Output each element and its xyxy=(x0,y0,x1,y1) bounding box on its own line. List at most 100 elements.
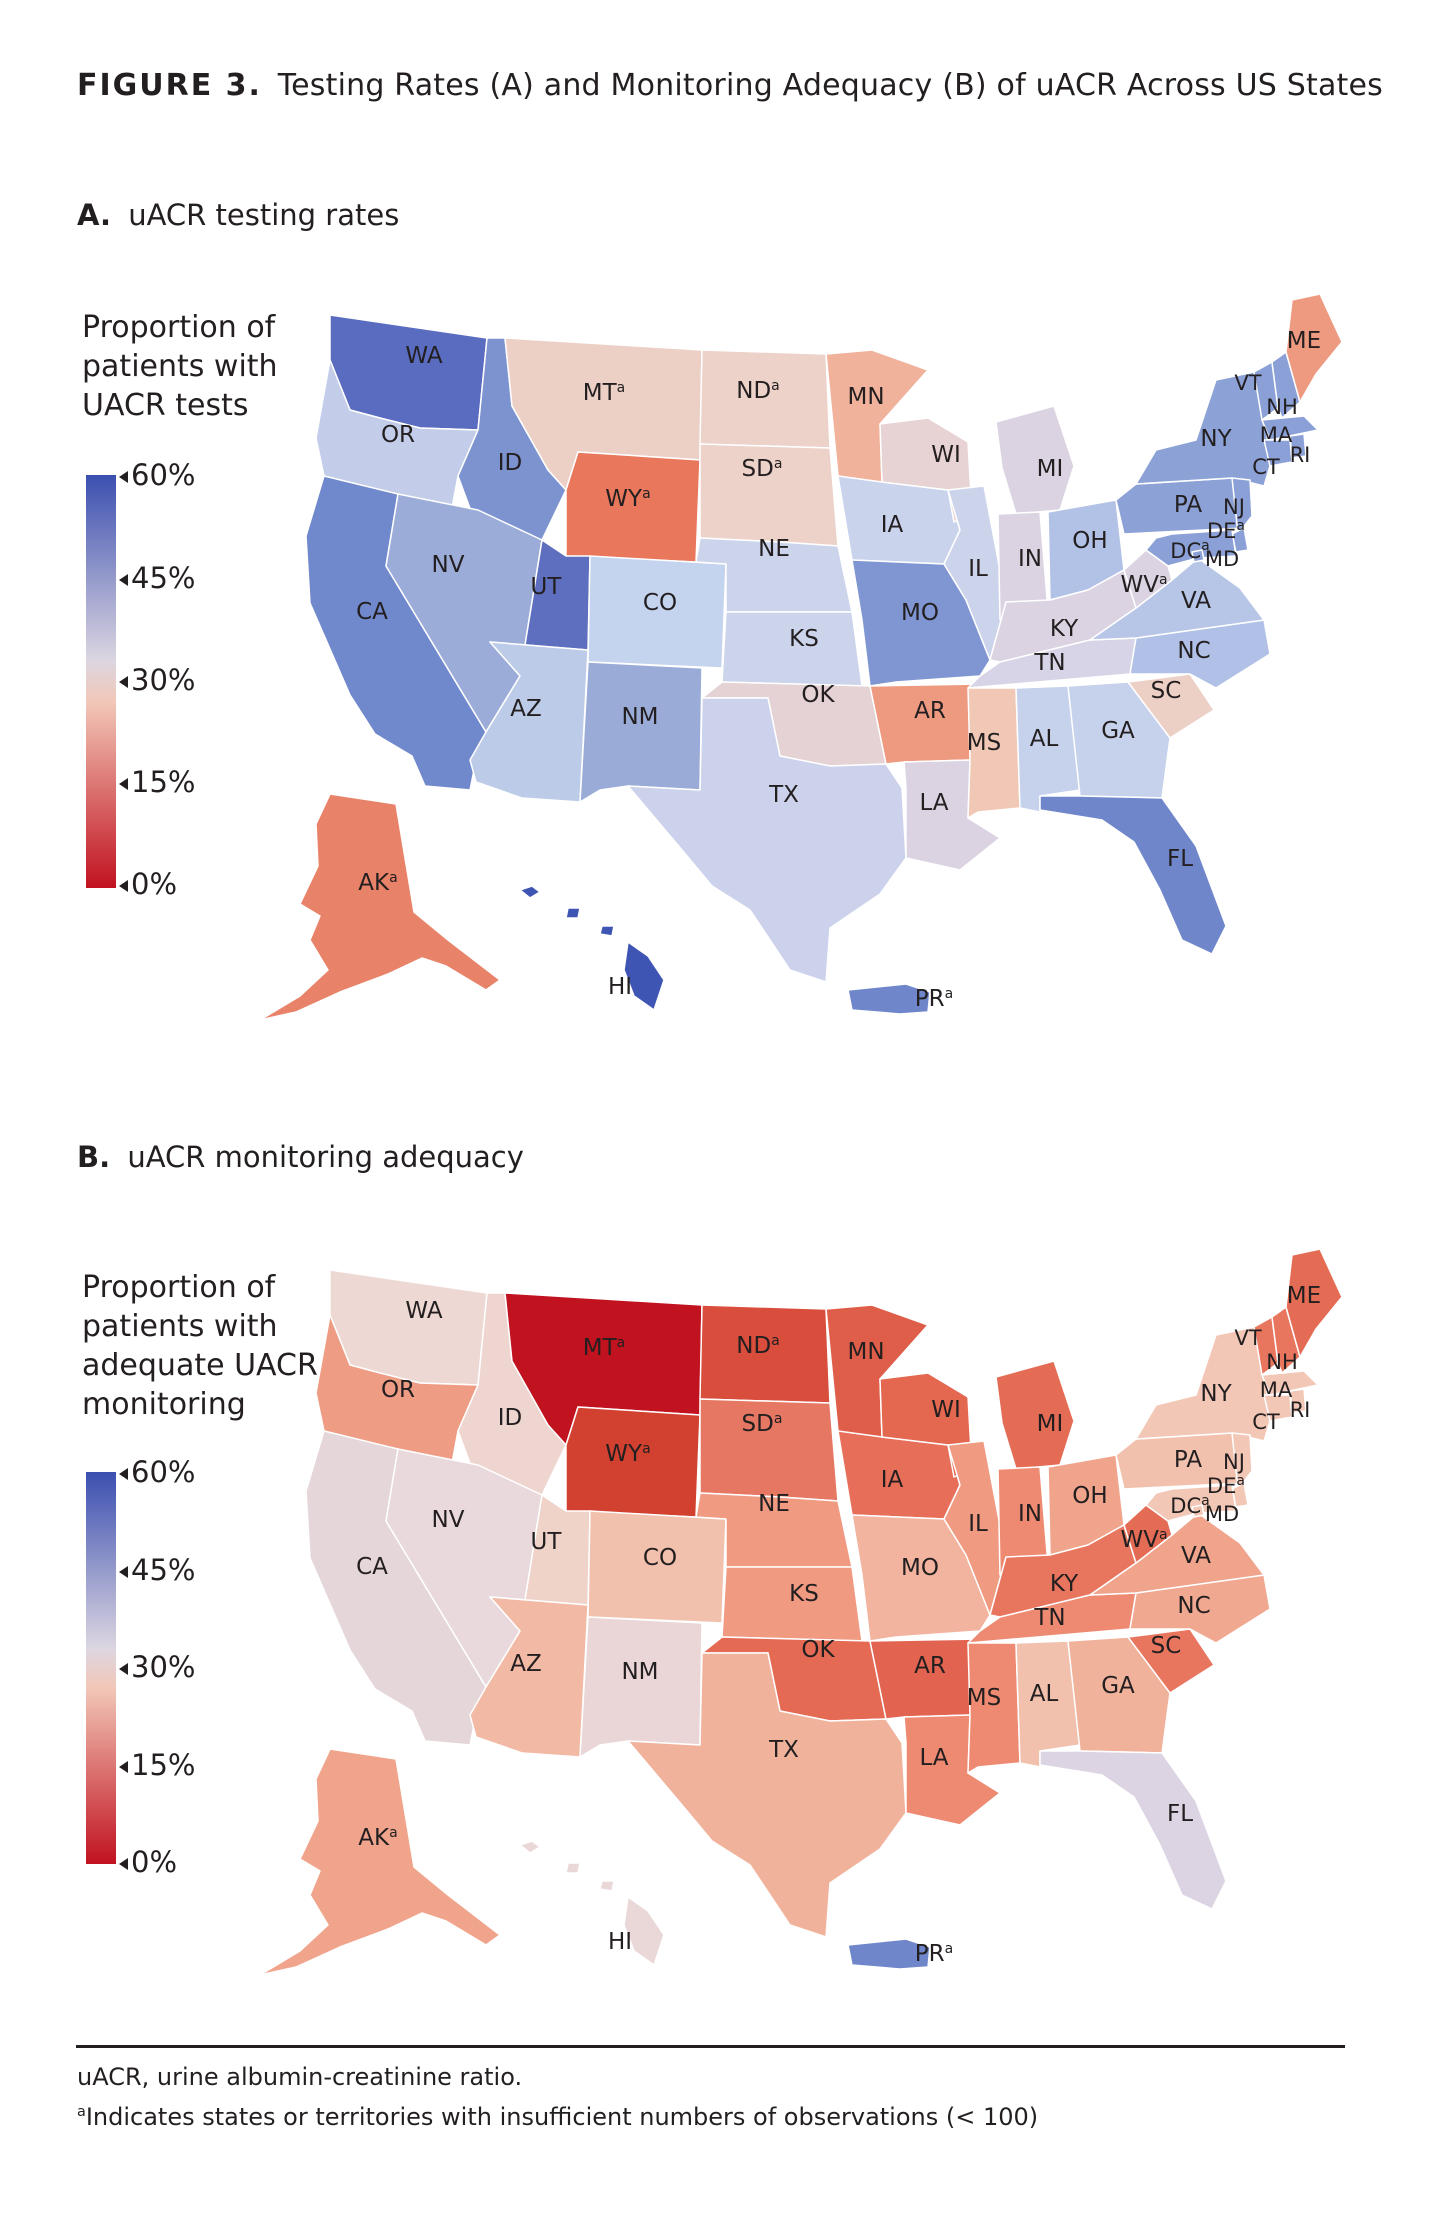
state-label-ma: MA xyxy=(1260,423,1293,447)
legend-a-tick: 45% xyxy=(119,563,195,593)
state-label-pr: PRa xyxy=(915,986,953,1012)
state-label-ut: UT xyxy=(531,574,563,600)
state-label-nv: NV xyxy=(432,552,465,578)
state-label-nc: NC xyxy=(1177,638,1210,664)
state-label-ne: NE xyxy=(758,536,790,562)
state-label-vt: VT xyxy=(1234,1326,1261,1350)
state-label-md: MD xyxy=(1205,1502,1239,1526)
state-region-nm xyxy=(579,1616,703,1758)
state-region-fl xyxy=(1039,795,1227,955)
legend-b-line: monitoring xyxy=(82,1387,246,1422)
state-label-hi: HI xyxy=(608,1929,632,1955)
state-label-fl: FL xyxy=(1167,1801,1193,1827)
state-region-dc xyxy=(1191,549,1205,563)
state-label-nc: NC xyxy=(1177,1593,1210,1619)
state-label-tn: TN xyxy=(1033,1605,1065,1631)
legend-a-line: patients with xyxy=(82,349,278,384)
footnote-abbreviation: uACR, urine albumin-creatinine ratio. xyxy=(77,2063,523,2091)
state-label-co: CO xyxy=(643,590,677,616)
panel-a-letter: A. xyxy=(77,198,111,232)
state-label-nj: NJ xyxy=(1223,1450,1245,1474)
state-label-al: AL xyxy=(1030,1681,1059,1707)
figure-title-text: Testing Rates (A) and Monitoring Adequac… xyxy=(277,68,1383,103)
panel-a-title: A. uACR testing rates xyxy=(77,198,399,232)
state-label-fl: FL xyxy=(1167,846,1193,872)
state-label-wi: WI xyxy=(931,442,961,468)
state-label-or: OR xyxy=(381,422,415,448)
state-label-ky: KY xyxy=(1050,616,1079,642)
state-label-mo: MO xyxy=(901,1555,939,1581)
state-region-ak xyxy=(259,793,501,1021)
state-label-wa: WA xyxy=(405,1298,442,1324)
state-region-hi xyxy=(565,907,581,919)
state-region-dc xyxy=(1191,1504,1205,1518)
state-region-ct xyxy=(1263,439,1293,467)
panel-a-title-text: uACR testing rates xyxy=(128,198,400,232)
state-region-wv xyxy=(1123,1504,1173,1564)
state-label-id: ID xyxy=(498,450,523,476)
state-region-ga xyxy=(1067,1636,1171,1754)
state-label-nv: NV xyxy=(432,1507,465,1533)
legend-a-tick: 30% xyxy=(119,665,195,695)
legend-b-colorbar xyxy=(86,1472,116,1864)
legend-a-title: Proportion of patients with UACR tests xyxy=(82,308,278,425)
state-region-ct xyxy=(1263,1394,1293,1422)
state-label-md: MD xyxy=(1205,547,1239,571)
state-region-nh xyxy=(1271,1306,1301,1374)
panel-b-title-text: uACR monitoring adequacy xyxy=(127,1140,524,1174)
legend-a-tick: 15% xyxy=(119,767,195,797)
state-region-ga xyxy=(1067,681,1171,799)
state-label-ms: MS xyxy=(967,730,1001,756)
legend-b-tick: 15% xyxy=(119,1750,195,1780)
state-region-co xyxy=(587,555,727,669)
state-label-az: AZ xyxy=(510,1651,542,1677)
us-states-choropleth: WAORCAIDNVMTaWYaUTAZCONMNDaSDaNEKSOKTXMN… xyxy=(259,1248,1343,1976)
state-label-tx: TX xyxy=(768,782,799,808)
state-region-hi xyxy=(565,1862,581,1874)
state-region-hi xyxy=(519,885,541,899)
state-label-pr: PRa xyxy=(915,1941,953,1967)
state-label-ga: GA xyxy=(1101,1673,1135,1699)
state-label-ia: IA xyxy=(881,512,904,538)
state-label-nm: NM xyxy=(621,704,658,730)
state-label-or: OR xyxy=(381,1377,415,1403)
state-label-ut: UT xyxy=(531,1529,563,1555)
state-region-md xyxy=(1145,529,1237,567)
state-region-hi xyxy=(519,1840,541,1854)
state-label-id: ID xyxy=(498,1405,523,1431)
legend-a-line: UACR tests xyxy=(82,388,249,423)
state-label-nh: NH xyxy=(1266,1350,1298,1374)
state-label-ks: KS xyxy=(789,1581,819,1607)
state-label-ks: KS xyxy=(789,626,819,652)
state-label-me: ME xyxy=(1287,1283,1321,1309)
legend-b-tick: 45% xyxy=(119,1555,195,1585)
state-label-ky: KY xyxy=(1050,1571,1079,1597)
state-region-hi xyxy=(599,1880,615,1892)
state-region-ak xyxy=(259,1748,501,1976)
panel-b-title: B. uACR monitoring adequacy xyxy=(77,1140,524,1174)
state-region-me xyxy=(1285,1248,1343,1358)
state-label-co: CO xyxy=(643,1545,677,1571)
state-label-mi: MI xyxy=(1037,1411,1064,1437)
state-label-ms: MS xyxy=(967,1685,1001,1711)
state-region-me xyxy=(1285,293,1343,403)
state-region-wv xyxy=(1123,549,1173,609)
state-region-md xyxy=(1145,1484,1237,1522)
state-label-ny: NY xyxy=(1200,426,1232,452)
state-region-tx xyxy=(627,1652,907,1938)
state-label-nh: NH xyxy=(1266,395,1298,419)
state-label-nj: NJ xyxy=(1223,495,1245,519)
panel-b-letter: B. xyxy=(77,1140,111,1174)
state-label-oh: OH xyxy=(1072,1483,1107,1509)
legend-a-colorbar xyxy=(86,475,116,888)
state-region-ma xyxy=(1261,1370,1319,1396)
state-region-hi xyxy=(623,941,665,1011)
footnote-insufficient-text: Indicates states or territories with ins… xyxy=(85,2103,1039,2131)
state-label-il: IL xyxy=(968,556,988,582)
state-region-ar xyxy=(869,683,981,765)
legend-b-tick: 30% xyxy=(119,1652,195,1682)
legend-b-title: Proportion of patients with adequate UAC… xyxy=(82,1268,318,1424)
state-label-pa: PA xyxy=(1174,1447,1202,1473)
state-label-me: ME xyxy=(1287,328,1321,354)
state-region-sc xyxy=(1127,673,1215,739)
